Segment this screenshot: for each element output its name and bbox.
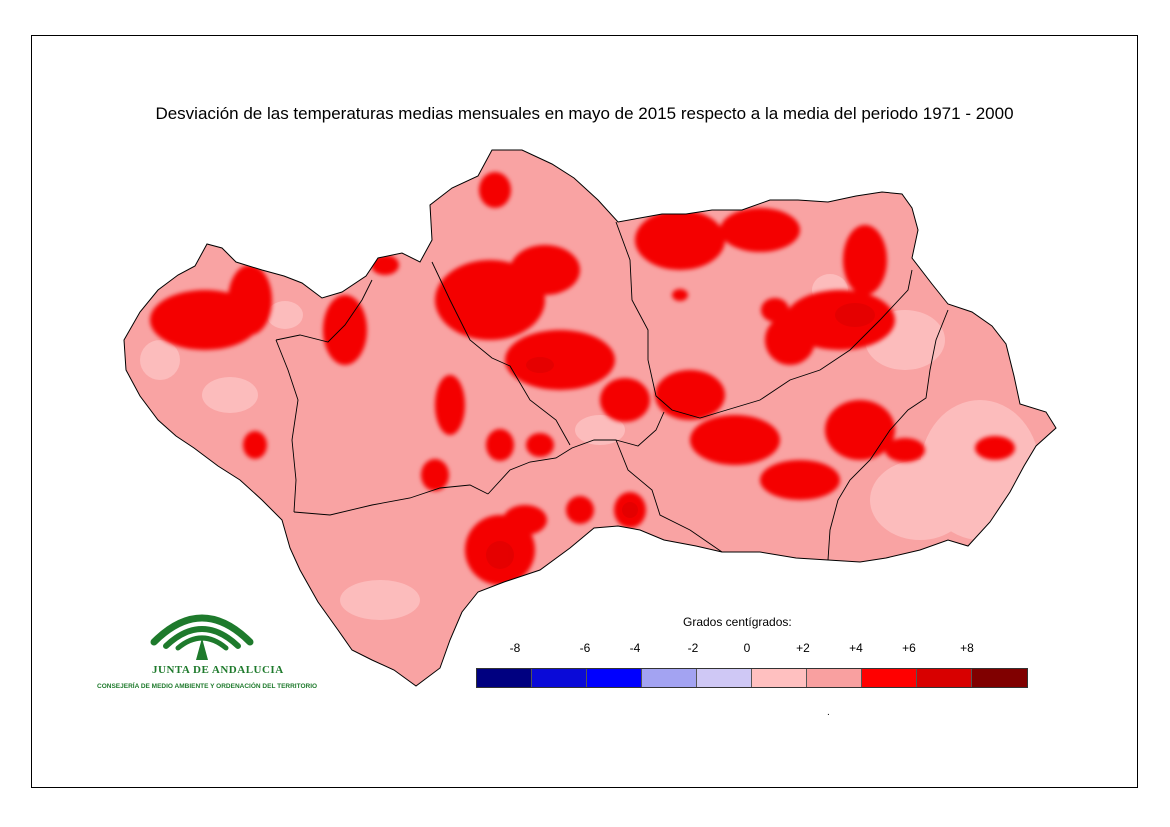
boundary-huelva-sevilla-north bbox=[275, 279, 373, 343]
boundary-cordoba-jaen bbox=[615, 221, 721, 419]
legend-color-bar bbox=[476, 668, 1028, 688]
boundary-granada-almeria bbox=[827, 309, 949, 561]
legend-swatch-3 bbox=[642, 669, 697, 687]
boundary-cordoba-granada bbox=[615, 411, 665, 447]
legend-swatch-0 bbox=[477, 669, 532, 687]
map-frame bbox=[31, 35, 1138, 788]
footnote: . bbox=[827, 707, 830, 718]
legend-swatch-1 bbox=[532, 669, 587, 687]
hotter-cores bbox=[486, 303, 875, 569]
boundary-huelva-sevilla bbox=[275, 339, 299, 513]
legend-tick: +4 bbox=[849, 641, 863, 655]
boundary-sevilla-cordoba bbox=[431, 261, 571, 446]
legend-swatch-8 bbox=[917, 669, 972, 687]
boundary-malaga-granada bbox=[615, 439, 723, 553]
legend-swatch-7 bbox=[862, 669, 917, 687]
legend-swatch-9 bbox=[972, 669, 1027, 687]
legend-swatch-5 bbox=[752, 669, 807, 687]
province-boundaries bbox=[275, 221, 949, 561]
legend-swatch-6 bbox=[807, 669, 862, 687]
boundary-sevilla-cadiz bbox=[293, 484, 489, 516]
logo-subtitle: CONSEJERÍA DE MEDIO AMBIENTE Y ORDENACIÓ… bbox=[97, 683, 318, 690]
legend-swatch-4 bbox=[697, 669, 752, 687]
legend-title: Grados centígrados: bbox=[683, 615, 792, 629]
legend-swatch-2 bbox=[587, 669, 642, 687]
legend-tick: -2 bbox=[687, 641, 699, 655]
legend-tick: +2 bbox=[796, 641, 810, 655]
legend-tick: -8 bbox=[509, 641, 521, 655]
boundary-jaen-granada bbox=[719, 269, 913, 413]
junta-logo-icon bbox=[150, 614, 254, 660]
legend-tick: +6 bbox=[902, 641, 916, 655]
legend-tick: -4 bbox=[629, 641, 641, 655]
legend-tick: -6 bbox=[579, 641, 591, 655]
logo-name: JUNTA DE ANDALUCIA bbox=[152, 664, 284, 676]
map-title: Desviación de las temperaturas medias me… bbox=[155, 104, 1014, 123]
boundary-sevilla-malaga bbox=[487, 439, 616, 495]
hot-zones bbox=[150, 172, 1015, 585]
legend-tick: +8 bbox=[960, 641, 974, 655]
legend-tick: 0 bbox=[743, 641, 751, 655]
